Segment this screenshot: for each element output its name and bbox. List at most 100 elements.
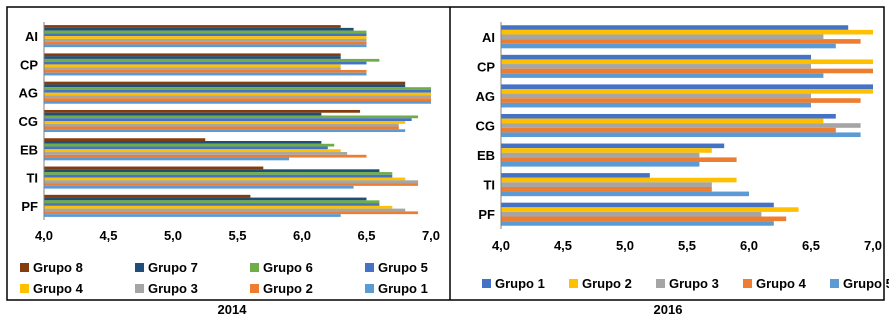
bar-grupo-1-ti: [44, 185, 354, 189]
bar-grupo-4-eb: [501, 157, 737, 162]
bar-grupo-7-ai: [44, 27, 354, 31]
legend-label: Grupo 2: [263, 281, 313, 296]
legend-label: Grupo 5: [843, 276, 889, 291]
chart-2014: AI CP AG CG EB TI PF 4,0 4,5 5,0 5,5 6,0 6,5 7,0 Grupo…: [19, 22, 440, 296]
bar-grupo-1-eb: [501, 143, 725, 149]
category-label: TI: [26, 171, 38, 186]
caption-2016: 2016: [653, 302, 683, 317]
bar-grupo-2-pf: [44, 211, 419, 215]
bar-grupo-5-eb: [501, 161, 700, 167]
bar-grupo-3-ai: [44, 38, 367, 42]
bar-grupo-4-ai: [44, 36, 367, 39]
bar-grupo-6-ag: [44, 87, 431, 90]
bar-grupo-1-ai: [44, 44, 367, 48]
bar-grupo-7-ti: [44, 169, 380, 173]
bar-grupo-8-ai: [44, 25, 341, 28]
bar-grupo-4-ai: [501, 39, 861, 44]
bar-grupo-1-cp: [44, 72, 367, 76]
bar-grupo-2-ti: [44, 183, 419, 186]
category-label: AI: [482, 30, 495, 45]
bar-grupo-1-cg: [44, 129, 406, 133]
bar-grupo-2-pf: [501, 207, 799, 212]
bar-grupo-8-ag: [44, 81, 406, 85]
panel-border: [6, 6, 885, 301]
bar-grupo-5-ag: [501, 102, 811, 108]
category-label: PF: [478, 207, 495, 222]
x-tick-label: 4,0: [492, 238, 510, 253]
bar-grupo-2-cp: [44, 69, 367, 73]
legend-label: Grupo 2: [582, 276, 632, 291]
x-tick-label: 6,0: [293, 228, 311, 243]
bar-grupo-4-cp: [44, 64, 341, 68]
legend-swatch: [482, 279, 491, 288]
bar-grupo-7-cg: [44, 112, 322, 116]
x-tick-label: 4,0: [35, 228, 53, 243]
bar-grupo-1-pf: [44, 214, 341, 217]
bar-grupo-1-pf: [501, 202, 774, 208]
bar-grupo-5-cp: [44, 61, 367, 65]
x-tick-label: 7,0: [864, 238, 882, 253]
bar-grupo-3-ai: [501, 34, 824, 40]
category-label: PF: [21, 199, 38, 214]
category-label: CP: [477, 59, 495, 74]
legend-swatch: [365, 284, 374, 293]
bar-grupo-6-pf: [44, 200, 380, 204]
x-tick-label: 5,5: [678, 238, 696, 253]
bar-grupo-1-ai: [501, 25, 849, 30]
legend-label: Grupo 3: [148, 281, 198, 296]
bar-grupo-2-ag: [501, 89, 873, 94]
bar-grupo-6-ai: [44, 30, 367, 34]
legend-label: Grupo 4: [33, 281, 84, 296]
bar-grupo-8-eb: [44, 138, 206, 142]
legend-label: Grupo 3: [669, 276, 719, 291]
category-label: AI: [25, 29, 38, 44]
x-tick-label: 6,5: [802, 238, 820, 253]
x-tick-label: 4,5: [99, 228, 117, 243]
bar-grupo-4-cp: [501, 68, 873, 74]
bar-grupo-4-cg: [501, 127, 836, 133]
legend-swatch: [250, 263, 259, 272]
legend-label: Grupo 5: [378, 260, 428, 275]
bar-grupo-3-ti: [501, 182, 712, 187]
bar-grupo-7-cp: [44, 56, 341, 59]
bar-grupo-2-cg: [501, 118, 824, 124]
bar-grupo-4-ag: [44, 92, 431, 96]
bar-grupo-8-pf: [44, 194, 251, 198]
bar-grupo-5-cg: [501, 132, 861, 138]
bar-grupo-5-ag: [44, 89, 431, 93]
bar-grupo-5-cp: [501, 73, 824, 78]
bar-grupo-7-pf: [44, 197, 367, 201]
x-tick-label: 5,0: [164, 228, 182, 243]
category-label: TI: [483, 178, 495, 193]
bar-grupo-1-ag: [501, 84, 873, 90]
bar-grupo-7-eb: [44, 141, 322, 144]
x-tick-label: 7,0: [422, 228, 440, 243]
category-label: AG: [476, 89, 496, 104]
bar-grupo-6-eb: [44, 143, 335, 147]
bar-grupo-4-pf: [44, 205, 393, 209]
bar-grupo-5-pf: [501, 221, 774, 226]
x-tick-label: 5,5: [228, 228, 246, 243]
category-label: CP: [20, 57, 38, 72]
bar-grupo-3-eb: [44, 152, 348, 155]
bar-grupo-1-cg: [501, 113, 836, 119]
bar-grupo-8-ti: [44, 166, 264, 170]
legend-swatch: [830, 279, 839, 288]
bar-grupo-3-cg: [501, 123, 861, 128]
category-label: EB: [20, 142, 38, 157]
bar-grupo-6-ti: [44, 172, 393, 175]
bar-grupo-1-eb: [44, 157, 290, 161]
chart-2016: AI CP AG CG EB TI PF 4,0 4,5 5,0 5,5 6,0 6,5 7,0 Grupo…: [476, 22, 889, 291]
bar-grupo-6-cp: [44, 58, 380, 62]
bar-grupo-4-pf: [501, 216, 787, 222]
bar-grupo-2-ai: [501, 29, 873, 35]
bar-grupo-5-cg: [44, 118, 412, 121]
bar-grupo-3-pf: [44, 208, 406, 212]
legend-label: Grupo 1: [378, 281, 428, 296]
category-label: EB: [477, 148, 495, 163]
legend-swatch: [656, 279, 665, 288]
bar-grupo-7-ag: [44, 84, 406, 88]
legend-swatch: [20, 263, 29, 272]
bar-grupo-2-ti: [501, 177, 737, 183]
bar-grupo-3-ag: [501, 93, 811, 99]
